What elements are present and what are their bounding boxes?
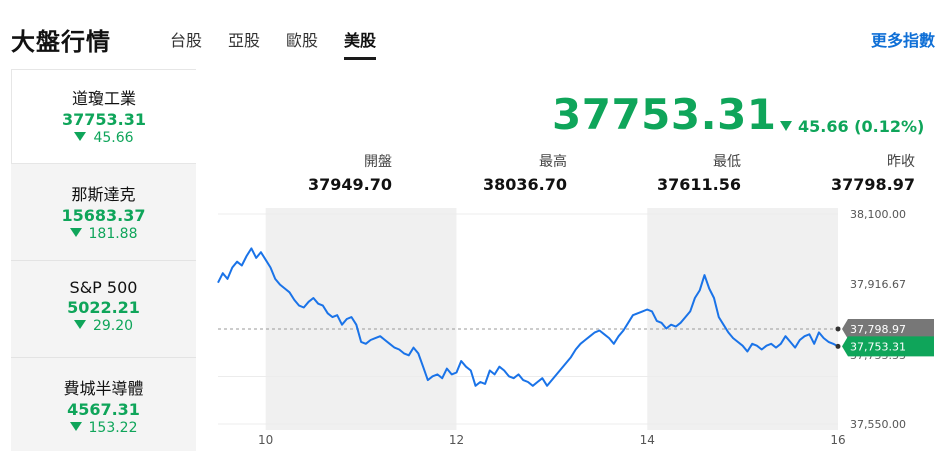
- sidebar-item-price: 15683.37: [61, 206, 146, 225]
- tab-europe[interactable]: 歐股: [286, 31, 319, 50]
- stat-value: 38036.70: [482, 175, 567, 194]
- sidebar-item-price: 5022.21: [67, 298, 140, 317]
- y-tick-label: 37,916.67: [850, 278, 906, 291]
- prev-close-dot: [835, 326, 841, 332]
- stat-label: 開盤: [364, 154, 392, 170]
- sidebar-item-name: 費城半導體: [63, 379, 144, 398]
- shaded-session-1: [647, 208, 838, 430]
- tab-asia[interactable]: 亞股: [228, 31, 261, 50]
- sidebar-item-sox[interactable]: 費城半導體 4567.31 153.22: [11, 360, 196, 451]
- sidebar-item-sp500[interactable]: S&P 500 5022.21 29.20: [11, 263, 196, 358]
- quote-change: 45.66 (0.12%): [780, 117, 924, 136]
- y-tick-label: 37,550.00: [850, 418, 906, 431]
- stat-prev-close: 昨收 37798.97: [831, 151, 915, 194]
- x-tick-label: 12: [449, 433, 464, 447]
- down-triangle-icon: [69, 422, 82, 431]
- down-triangle-icon: [69, 228, 82, 237]
- sidebar-item-change-value: 45.66: [93, 130, 134, 146]
- down-triangle-icon: [74, 132, 87, 141]
- stat-label: 最高: [539, 154, 567, 170]
- stat-label: 最低: [713, 154, 741, 170]
- sidebar-item-change: 45.66: [12, 130, 196, 146]
- market-tabs: 台股 亞股 歐股 美股: [170, 27, 402, 60]
- sidebar-item-change: 153.22: [11, 420, 196, 436]
- index-sidebar: 道瓊工業 37753.31 45.66 那斯達克 15683.37 181.88…: [11, 69, 196, 451]
- sidebar-item-nasdaq[interactable]: 那斯達克 15683.37 181.88: [11, 166, 196, 261]
- price-series-line: [217, 247, 839, 387]
- last-price-dot: [835, 343, 841, 349]
- sidebar-item-name: 道瓊工業: [71, 89, 136, 108]
- sidebar-item-change: 181.88: [11, 226, 196, 242]
- sidebar-item-price: 37753.31: [61, 110, 146, 129]
- sidebar-item-change-value: 29.20: [92, 318, 134, 334]
- sidebar-item-name: S&P 500: [69, 278, 138, 297]
- sidebar-item-name: 那斯達克: [71, 185, 136, 204]
- stat-high: 最高 38036.70: [483, 151, 567, 194]
- quote-price: 37753.31: [552, 90, 777, 139]
- sidebar-item-dow-jones[interactable]: 道瓊工業 37753.31 45.66: [11, 69, 196, 164]
- prev-close-tag: [842, 318, 934, 339]
- x-tick-label: 14: [640, 433, 655, 447]
- header: 大盤行情 台股 亞股 歐股 美股 更多指數: [0, 0, 937, 62]
- stat-value: 37949.70: [307, 175, 392, 194]
- stat-value: 37798.97: [830, 175, 915, 194]
- prev-close-label: 37,798.97: [850, 323, 906, 336]
- last-price-tag: [842, 336, 934, 357]
- sidebar-item-change-value: 153.22: [88, 420, 138, 436]
- x-tick-label: 10: [258, 433, 273, 447]
- sidebar-item-price: 4567.31: [67, 400, 140, 419]
- y-tick-label: 38,100.00: [850, 208, 906, 221]
- stat-low: 最低 37611.56: [657, 151, 741, 194]
- last-price-label: 37,753.31: [850, 340, 906, 353]
- tab-taiwan[interactable]: 台股: [170, 31, 203, 50]
- stat-value: 37611.56: [656, 175, 741, 194]
- more-indices-link[interactable]: 更多指數: [870, 31, 935, 50]
- sidebar-item-change: 29.20: [11, 318, 196, 334]
- page-title: 大盤行情: [11, 28, 111, 56]
- x-tick-label: 16: [830, 433, 845, 447]
- stat-open: 開盤 37949.70: [308, 151, 392, 194]
- down-triangle-icon: [780, 121, 792, 131]
- down-triangle-icon: [73, 320, 86, 329]
- quote-change-value: 45.66 (0.12%): [798, 117, 925, 136]
- tab-us[interactable]: 美股: [344, 27, 377, 60]
- sidebar-item-change-value: 181.88: [88, 226, 138, 242]
- shaded-session-0: [265, 208, 457, 430]
- stat-label: 昨收: [887, 154, 915, 170]
